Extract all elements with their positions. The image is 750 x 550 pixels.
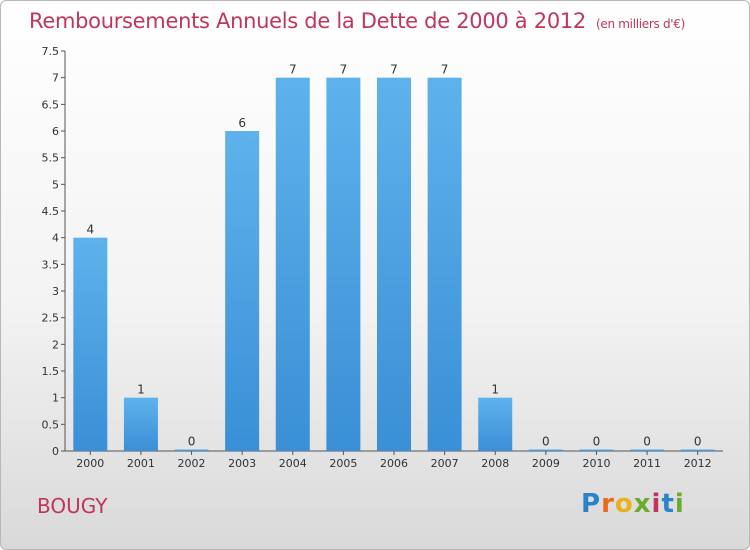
- y-tick-label: 4.5: [42, 205, 60, 218]
- x-tick-label: 2007: [431, 457, 459, 470]
- logo-letter: P: [581, 489, 602, 519]
- y-tick-label: 0: [52, 445, 59, 458]
- data-label: 0: [542, 435, 550, 449]
- bar: [528, 449, 563, 451]
- y-tick-label: 4: [52, 232, 59, 245]
- bar: [73, 237, 108, 451]
- labels: 4 1 0 6 7 7 7 7 1 0 0 0 0: [86, 63, 701, 449]
- bar: [225, 131, 260, 451]
- data-label: 0: [643, 435, 651, 449]
- logo-letter: i: [674, 489, 685, 519]
- logo-letter: t: [661, 489, 675, 519]
- y-tick-label: 5.5: [42, 152, 60, 165]
- bar: [174, 449, 209, 451]
- bar: [478, 397, 513, 451]
- x-tick-label: 2006: [380, 457, 408, 470]
- proxiti-logo: Proxiti: [581, 489, 685, 519]
- logo-letter: r: [601, 489, 615, 519]
- data-label: 7: [340, 63, 348, 77]
- x-tick-label: 2008: [481, 457, 509, 470]
- data-label: 7: [390, 63, 398, 77]
- data-label: 1: [137, 383, 145, 397]
- x-tick-label: 2005: [329, 457, 357, 470]
- bar: [275, 77, 310, 452]
- bar: [630, 449, 665, 451]
- data-label: 6: [238, 116, 246, 130]
- y-tick-label: 0.5: [42, 418, 60, 431]
- data-label: 0: [188, 435, 196, 449]
- bar: [377, 77, 411, 452]
- logo-letter: x: [633, 489, 652, 519]
- bar: [326, 77, 361, 452]
- y-tick-label: 1.5: [42, 365, 60, 378]
- y-tick-label: 6: [52, 125, 59, 138]
- x-tick-label: 2009: [532, 457, 560, 470]
- y-tick-label: 6.5: [42, 98, 60, 111]
- x-tick-label: 2004: [279, 457, 307, 470]
- data-label: 7: [289, 63, 297, 77]
- y-tick-label: 2.5: [42, 312, 60, 325]
- bar: [680, 449, 715, 451]
- y-tick-label: 1: [52, 392, 59, 405]
- y-tick-label: 7.5: [42, 45, 60, 58]
- y-tick-label: 3: [52, 285, 59, 298]
- y-tick-label: 7: [52, 72, 59, 85]
- x-tick-label: 2010: [582, 457, 610, 470]
- bar: [427, 77, 462, 452]
- bars: [73, 77, 715, 452]
- x-tick-label: 2003: [228, 457, 256, 470]
- x-tick-label: 2002: [178, 457, 206, 470]
- data-label: 4: [86, 223, 94, 237]
- data-label: 7: [441, 63, 449, 77]
- bar: [123, 397, 158, 451]
- x-tick-label: 2001: [127, 457, 155, 470]
- x-tick-label: 2000: [76, 457, 104, 470]
- commune-name: BOUGY: [37, 494, 108, 518]
- bar: [579, 449, 614, 451]
- data-label: 1: [491, 383, 499, 397]
- y-tick-label: 3.5: [42, 258, 60, 271]
- data-label: 0: [593, 435, 601, 449]
- axes: 0 0.5 1 1.5 2 2.5 3 3.5 4 4.5 5 5.5 6 6.5 7 7.5 2000 2001…: [42, 45, 723, 470]
- x-tick-label: 2011: [633, 457, 661, 470]
- data-label: 0: [694, 435, 702, 449]
- title-text: Remboursements Annuels de la Dette de 20…: [29, 9, 586, 33]
- logo-letter: o: [614, 489, 634, 519]
- chart-title: Remboursements Annuels de la Dette de 20…: [29, 9, 685, 33]
- x-tick-label: 2012: [684, 457, 712, 470]
- y-tick-label: 2: [52, 338, 59, 351]
- y-tick-label: 5: [52, 178, 59, 191]
- chart-subtitle: (en milliers d'€): [596, 17, 686, 31]
- logo-letter: i: [651, 489, 662, 519]
